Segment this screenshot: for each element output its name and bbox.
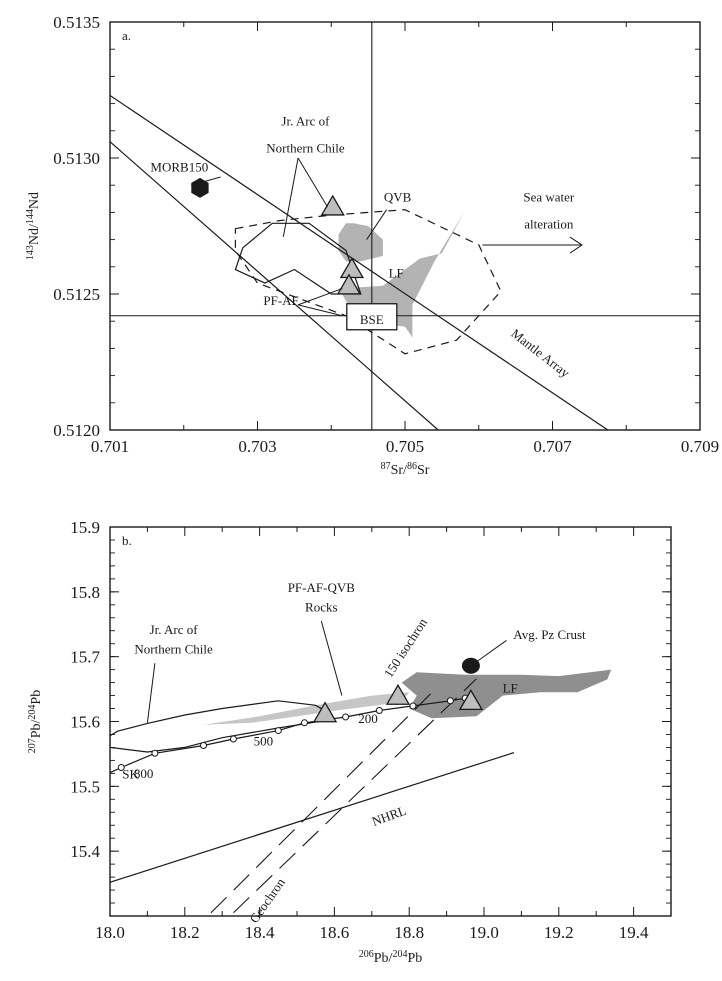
panel-b-plot-area bbox=[110, 669, 612, 914]
mantle-array-upper-line bbox=[110, 94, 609, 430]
panel-b-panel-label: b. bbox=[122, 533, 132, 548]
jr-arc-b-leader bbox=[146, 663, 156, 723]
annotation-qvb: QVB bbox=[384, 190, 412, 205]
annotation-b-jr-arc-of: Jr. Arc of bbox=[150, 622, 199, 637]
sample-triangle-2 bbox=[339, 257, 365, 279]
region-b-lf bbox=[401, 669, 612, 719]
region-jr-arc-of-northern-chile bbox=[234, 222, 362, 295]
sk-age-marker bbox=[342, 713, 350, 721]
pf-af-leader-2 bbox=[297, 304, 343, 317]
panel-b-y-axis-label: 207Pb/204Pb bbox=[27, 690, 45, 753]
sk-age-marker bbox=[151, 749, 159, 757]
sk-age-label-800: 800 bbox=[134, 766, 154, 781]
panel-a-x-axis-label: 87Sr/86Sr bbox=[381, 461, 430, 479]
annotation-b-lf: LF bbox=[503, 680, 518, 695]
annotation-alteration: alteration bbox=[524, 217, 574, 232]
jr-arc-leader-2 bbox=[297, 157, 328, 208]
sk-age-marker bbox=[446, 697, 454, 705]
panel-b-y-tick-label: 15.7 bbox=[70, 648, 100, 667]
annotation-northern-chile: Northern Chile bbox=[266, 141, 345, 156]
panel-b-x-tick-label: 18.8 bbox=[394, 923, 424, 942]
annotation-morb150: MORB150 bbox=[150, 160, 208, 175]
sample-b-triangle-1 bbox=[312, 701, 338, 723]
sk-age-label-500: 500 bbox=[254, 733, 274, 748]
panel-b-x-tick-label: 18.0 bbox=[95, 923, 125, 942]
panel-a-x-tick-label: 0.705 bbox=[386, 437, 424, 456]
pf-af-qvb-leader bbox=[320, 620, 343, 696]
morb150-marker bbox=[191, 177, 209, 198]
nhrl-line bbox=[110, 752, 515, 883]
pf-af-leader-1 bbox=[297, 288, 343, 306]
region-qvb bbox=[338, 223, 383, 262]
annotation-lf: LF bbox=[389, 266, 404, 281]
sk-label: SK bbox=[122, 767, 139, 782]
sample-b-triangle-3 bbox=[458, 689, 484, 711]
panel-a-x-tick-label: 0.709 bbox=[681, 437, 719, 456]
sample-b-triangle-2 bbox=[385, 683, 411, 705]
geochron-line bbox=[210, 688, 436, 914]
annotation-jr-arc-of: Jr. Arc of bbox=[281, 113, 330, 128]
annotation-b-northern-chile: Northern Chile bbox=[134, 641, 213, 656]
panel-b-x-tick-label: 19.4 bbox=[619, 923, 649, 942]
avg-pz-crust-leader bbox=[474, 640, 507, 664]
region-b-pf-af-qvb-rocks bbox=[203, 692, 410, 725]
sk-age-marker bbox=[229, 735, 237, 743]
panel-b-x-tick-label: 19.2 bbox=[544, 923, 574, 942]
sk-age-marker bbox=[300, 719, 308, 727]
panel-a-y-tick-label: 0.5130 bbox=[53, 149, 100, 168]
panel-a-plot-frame bbox=[109, 21, 701, 431]
annotation-b-rocks: Rocks bbox=[305, 599, 338, 614]
panel-a-panel-label: a. bbox=[122, 28, 131, 43]
bse-label: BSE bbox=[360, 312, 384, 327]
panel-b-y-tick-label: 15.4 bbox=[70, 842, 100, 861]
panel-b-y-tick-label: 15.6 bbox=[70, 713, 100, 732]
panel-b-x-tick-label: 18.6 bbox=[320, 923, 350, 942]
panel-a-x-tick-label: 0.703 bbox=[238, 437, 276, 456]
sample-triangle-3 bbox=[336, 273, 362, 295]
jr-arc-leader-1 bbox=[282, 157, 299, 237]
panel-a-x-tick-label: 0.707 bbox=[533, 437, 572, 456]
panel-b-y-tick-label: 15.5 bbox=[70, 777, 100, 796]
avg-pz-crust-marker bbox=[461, 657, 480, 674]
panel-b-x-axis-label: 206Pb/204Pb bbox=[359, 949, 422, 967]
annotation-b-avg-pz-crust: Avg. Pz Crust bbox=[513, 627, 586, 642]
mantle-array-label: Mantle Array bbox=[508, 326, 573, 381]
panel-a-y-tick-label: 0.5125 bbox=[53, 285, 100, 304]
qvb-leader bbox=[366, 209, 387, 240]
isochron-150-line bbox=[233, 678, 477, 914]
panel-b-y-tick-label: 15.9 bbox=[70, 518, 100, 537]
annotation-b-nhrl: NHRL bbox=[370, 803, 408, 829]
sk-age-marker bbox=[200, 741, 207, 749]
annotation-b-geochron: Geochron bbox=[246, 875, 288, 926]
annotation-b-150-isochron: 150 isochron bbox=[381, 615, 431, 680]
morb-leader bbox=[190, 176, 221, 186]
sk-age-marker bbox=[117, 764, 125, 772]
panel-b-y-tick-label: 15.8 bbox=[70, 583, 100, 602]
annotation-pf-af: PF-AF bbox=[263, 293, 298, 308]
panel-a-y-axis-label: 143Nd/144Nd bbox=[25, 192, 43, 260]
panel-b-x-tick-label: 18.4 bbox=[245, 923, 275, 942]
bse-box bbox=[346, 303, 398, 331]
panel-a-plot-area bbox=[110, 22, 700, 430]
mantle-array-lower-line bbox=[110, 141, 439, 430]
panel-b-plot-frame bbox=[109, 526, 672, 917]
sample-triangle-1 bbox=[320, 194, 345, 216]
sk-growth-curve bbox=[110, 697, 466, 774]
panel-b-x-tick-label: 18.2 bbox=[170, 923, 200, 942]
panel-a-x-tick-label: 0.701 bbox=[91, 437, 129, 456]
sk-age-marker bbox=[375, 706, 383, 714]
sea-water-arrow-head bbox=[569, 236, 583, 254]
annotation-b-pf-af-qvb: PF-AF-QVB bbox=[288, 580, 356, 595]
annotation-sea-water: Sea water bbox=[523, 190, 575, 205]
panel-a-y-tick-label: 0.5135 bbox=[53, 13, 100, 32]
panel-b-x-tick-label: 19.0 bbox=[469, 923, 499, 942]
sk-age-marker bbox=[274, 727, 282, 735]
panel-a-y-tick-label: 0.5120 bbox=[53, 421, 100, 440]
sk-age-marker bbox=[409, 702, 417, 710]
sk-age-label-200: 200 bbox=[358, 711, 378, 726]
